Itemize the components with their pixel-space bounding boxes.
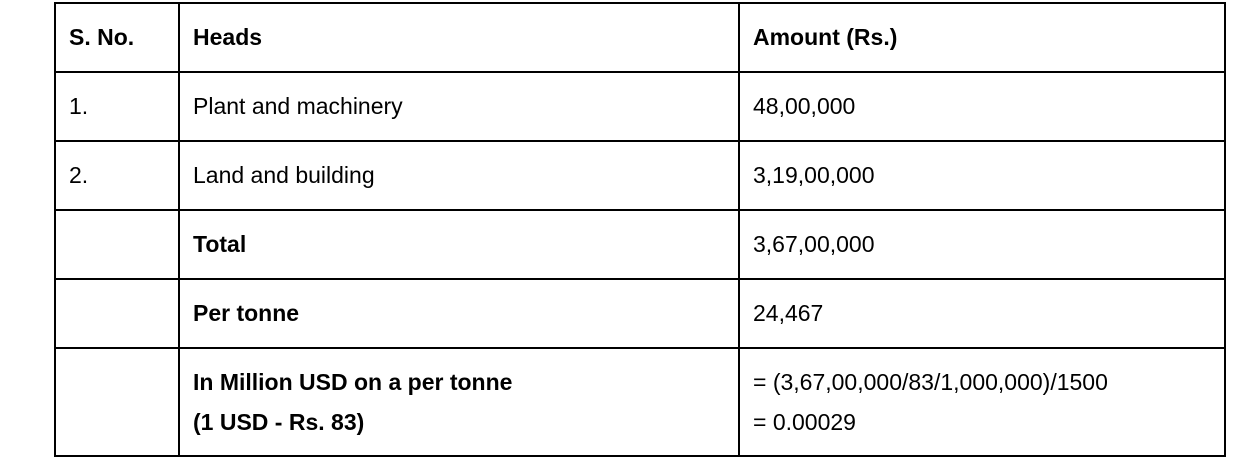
cell-sno	[54, 209, 180, 280]
amount-line-2: = 0.00029	[753, 409, 856, 435]
cell-sno	[54, 278, 180, 349]
table-row: 2. Land and building 3,19,00,000	[54, 140, 1226, 211]
table-row-total: Total 3,67,00,000	[54, 209, 1226, 280]
amount-line-1: = (3,67,00,000/83/1,000,000)/1500	[753, 369, 1108, 395]
table-row-usd: In Million USD on a per tonne (1 USD - R…	[54, 347, 1226, 457]
header-sno: S. No.	[54, 2, 180, 73]
header-amount: Amount (Rs.)	[738, 2, 1226, 73]
head-line-1: In Million USD on a per tonne	[193, 369, 513, 395]
cell-head: Plant and machinery	[178, 71, 740, 142]
cell-amount: 3,19,00,000	[738, 140, 1226, 211]
header-heads: Heads	[178, 2, 740, 73]
table-header-row: S. No. Heads Amount (Rs.)	[54, 2, 1226, 73]
cell-amount: 24,467	[738, 278, 1226, 349]
cell-sno	[54, 347, 180, 457]
head-line-2: (1 USD - Rs. 83)	[193, 409, 365, 435]
table-row-per-tonne: Per tonne 24,467	[54, 278, 1226, 349]
cell-sno: 2.	[54, 140, 180, 211]
table-row: 1. Plant and machinery 48,00,000	[54, 71, 1226, 142]
cell-amount: = (3,67,00,000/83/1,000,000)/1500 = 0.00…	[738, 347, 1226, 457]
cost-table: S. No. Heads Amount (Rs.) 1. Plant and m…	[54, 2, 1226, 457]
cell-head: In Million USD on a per tonne (1 USD - R…	[178, 347, 740, 457]
cell-sno: 1.	[54, 71, 180, 142]
cell-head: Land and building	[178, 140, 740, 211]
cell-amount: 3,67,00,000	[738, 209, 1226, 280]
cell-head: Total	[178, 209, 740, 280]
cell-amount: 48,00,000	[738, 71, 1226, 142]
cell-head: Per tonne	[178, 278, 740, 349]
